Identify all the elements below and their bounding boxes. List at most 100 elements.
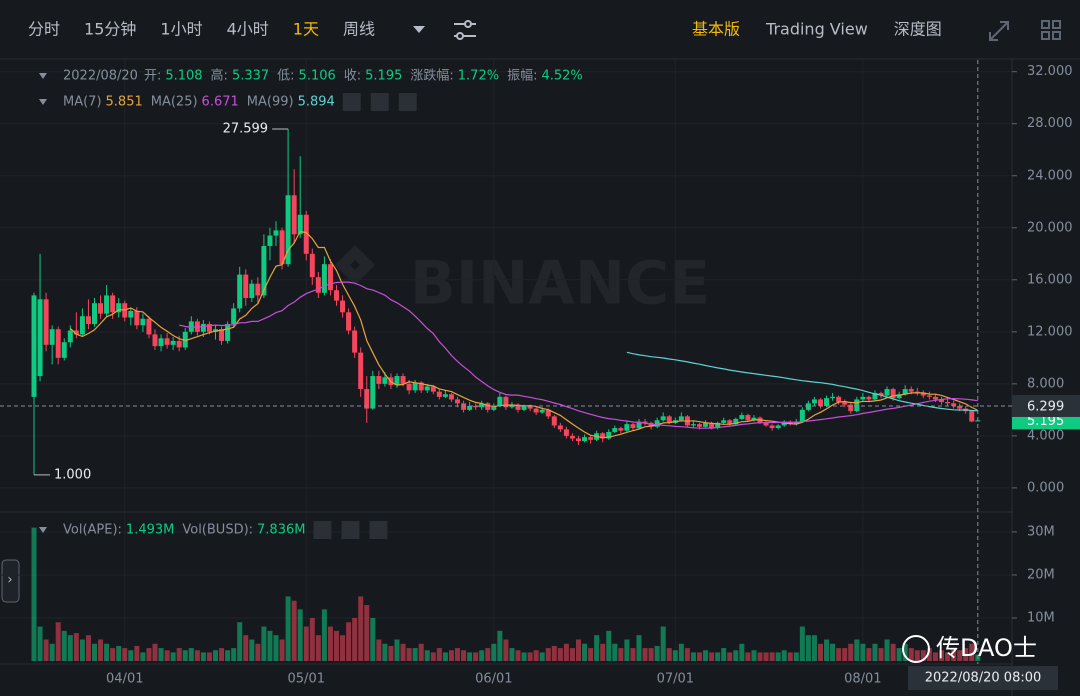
legend-toggle[interactable] — [39, 73, 47, 79]
candle-body — [842, 402, 848, 405]
volume-bar — [678, 643, 684, 661]
volume-bar — [969, 643, 975, 661]
candle-body — [811, 399, 817, 404]
more-icon[interactable] — [413, 26, 425, 33]
volume-bar — [267, 630, 273, 661]
expand-button[interactable] — [1, 559, 20, 603]
candle-body — [79, 316, 85, 335]
volume-bar — [436, 648, 442, 661]
volume-bar — [85, 635, 91, 661]
interval-tab[interactable]: 分时 — [28, 20, 60, 39]
vol-tick-label: 30M — [1027, 524, 1055, 539]
crosshair-price-label: 6.299 — [1027, 399, 1064, 414]
settings-icon[interactable] — [454, 20, 476, 40]
volume-bar — [539, 652, 545, 661]
candle-body — [636, 421, 642, 429]
volume-bar — [98, 639, 104, 661]
volume-bar — [551, 645, 557, 661]
candle-body — [98, 303, 104, 314]
candle-body — [219, 329, 225, 341]
volume-bar — [479, 650, 485, 661]
volume-bar — [334, 630, 339, 661]
candle-body — [134, 311, 140, 326]
volume-bar — [134, 645, 140, 661]
view-tab[interactable]: 深度图 — [894, 20, 942, 39]
legend-icon[interactable] — [370, 93, 389, 111]
candle-body — [860, 396, 866, 400]
volume-bar — [92, 643, 97, 661]
volume-bar — [200, 652, 206, 661]
legend-icon[interactable] — [369, 521, 388, 539]
volume-bar — [116, 645, 122, 661]
interval-tab[interactable]: 4小时 — [227, 20, 269, 39]
candle-body — [660, 416, 666, 421]
candle-body — [31, 295, 37, 397]
candle-body — [49, 329, 55, 345]
interval-tab[interactable]: 15分钟 — [84, 20, 136, 39]
view-tab[interactable]: 基本版 — [692, 20, 740, 39]
volume-bar — [182, 650, 188, 661]
volume-bar — [600, 643, 606, 661]
legend-icon[interactable] — [342, 93, 361, 111]
y-tick-label: 0.000 — [1027, 480, 1064, 495]
candle-body — [110, 295, 116, 313]
volume-bar — [963, 648, 969, 661]
volume-bar — [951, 648, 957, 661]
legend-icon[interactable] — [341, 521, 360, 539]
legend-icon[interactable] — [313, 521, 332, 539]
legend-text: 5.337 — [232, 69, 269, 84]
volume-bar — [811, 635, 817, 661]
volume-bar — [297, 609, 303, 661]
x-tick-label: 06/01 — [475, 672, 512, 687]
candle-body — [582, 437, 588, 442]
watermark: BINANCE — [410, 249, 710, 319]
volume-bar — [872, 643, 878, 661]
low-label: 1.000 — [54, 467, 91, 482]
legend-toggle[interactable] — [39, 99, 47, 105]
candle-body — [455, 399, 460, 404]
interval-tab[interactable]: 周线 — [343, 20, 375, 39]
volume-bar — [666, 648, 672, 661]
volume-bar — [442, 652, 448, 661]
ma-line — [69, 230, 979, 439]
volume-bar — [358, 596, 364, 661]
candle-body — [92, 303, 97, 325]
volume-bar — [684, 648, 690, 661]
interval-tab[interactable]: 1小时 — [160, 20, 202, 39]
volume-bar — [751, 650, 757, 661]
candle-body — [763, 422, 769, 426]
candle-body — [285, 195, 291, 265]
crosshair-time-label: 2022/08/20 08:00 — [925, 671, 1042, 686]
candle-body — [261, 245, 267, 296]
candle-body — [618, 428, 624, 431]
volume-bar — [346, 622, 352, 661]
volume-bar — [461, 650, 467, 661]
candle-body — [515, 404, 521, 410]
candle-body — [152, 334, 158, 347]
interval-tab[interactable]: 1天 — [293, 20, 319, 39]
volume-bar — [31, 527, 37, 661]
candle-body — [818, 399, 823, 406]
layout-icon[interactable] — [1041, 20, 1061, 40]
candle-body — [418, 382, 424, 391]
candle-body — [521, 405, 527, 410]
volume-bar — [219, 648, 225, 661]
expand-arrow[interactable]: › — [7, 573, 12, 588]
fullscreen-icon[interactable] — [989, 21, 1009, 41]
high-label: 27.599 — [223, 121, 269, 136]
volume-bar — [618, 648, 624, 661]
volume-bar — [225, 650, 231, 661]
account-watermark: 传DAO士 — [936, 634, 1037, 662]
volume-bar — [769, 652, 775, 661]
candle-body — [926, 395, 932, 397]
volume-bar — [690, 652, 696, 661]
candle-body — [733, 418, 739, 425]
legend-toggle[interactable] — [39, 527, 47, 533]
x-tick-label: 07/01 — [657, 672, 694, 687]
legend-icon[interactable] — [398, 93, 417, 111]
ma-line — [626, 351, 978, 412]
volume-bar — [721, 648, 727, 661]
candle-body — [436, 391, 442, 397]
view-tab[interactable]: Trading View — [765, 20, 868, 39]
